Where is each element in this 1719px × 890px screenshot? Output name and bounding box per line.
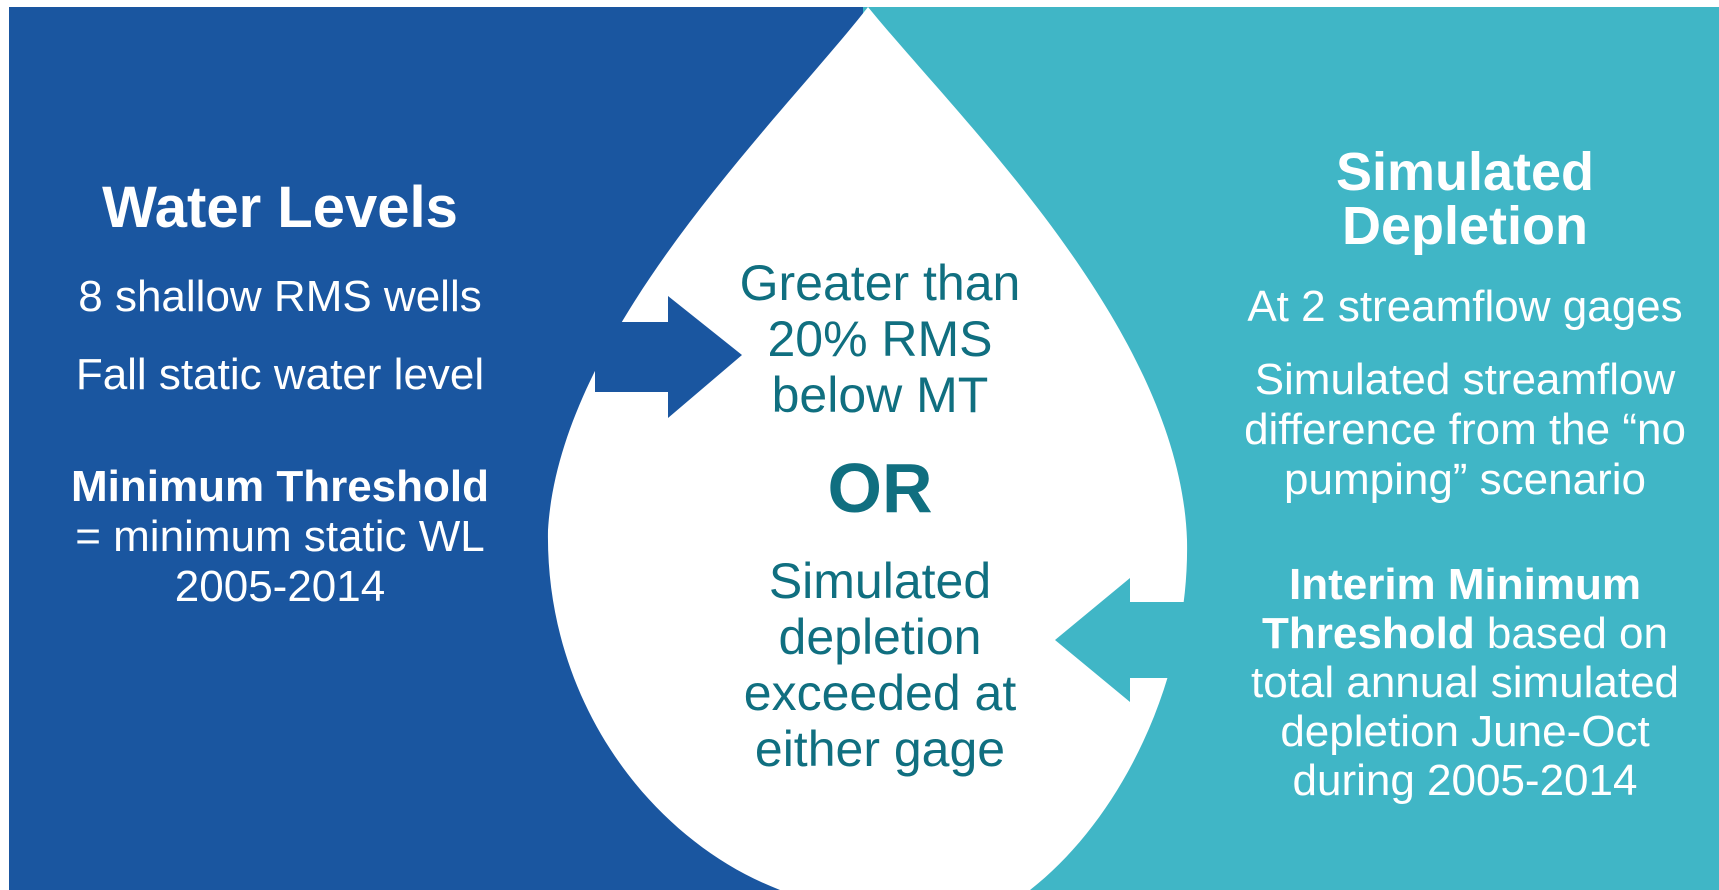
- streamflow-gages-text: At 2 streamflow gages: [1247, 282, 1683, 331]
- water-levels-title: Water Levels: [102, 175, 458, 240]
- simulated-depletion-title: Simulated Depletion: [1215, 145, 1715, 253]
- based-on-text: based on: [1474, 609, 1668, 658]
- condition-line: depletion: [778, 609, 982, 665]
- greater-than-condition: Greater than 20% RMS below MT: [680, 255, 1080, 423]
- condition-line: either gage: [754, 721, 1006, 777]
- text-line: pumping” scenario: [1284, 455, 1646, 504]
- text-line: difference from the “no: [1244, 405, 1686, 454]
- text-line: depletion June-Oct: [1280, 707, 1650, 756]
- interim-threshold-line: Threshold based on: [1215, 609, 1715, 658]
- text-line: total annual simulated: [1250, 658, 1680, 707]
- water-drop-shape: [547, 7, 1188, 890]
- title-line: Depletion: [1341, 196, 1588, 256]
- minimum-threshold-years: 2005-2014: [174, 562, 386, 611]
- condition-line: Simulated: [768, 553, 992, 609]
- shallow-wells-text: 8 shallow RMS wells: [78, 272, 482, 321]
- minimum-threshold-value: = minimum static WL: [75, 512, 485, 561]
- interim-threshold-block: Interim Minimum Threshold based on total…: [1215, 560, 1715, 805]
- text-line: Simulated streamflow: [1254, 355, 1676, 404]
- condition-line: Greater than: [739, 255, 1021, 311]
- threshold-word: Threshold: [1262, 609, 1475, 658]
- arrow-left-icon: [1055, 578, 1185, 702]
- title-line: Simulated: [1335, 142, 1595, 202]
- streamflow-difference-text: Simulated streamflow difference from the…: [1215, 355, 1715, 505]
- or-label: OR: [827, 449, 933, 527]
- arrow-right-icon: [595, 296, 742, 418]
- fall-static-level-text: Fall static water level: [75, 350, 485, 399]
- condition-line: below MT: [771, 367, 989, 423]
- minimum-threshold-block: Minimum Threshold = minimum static WL 20…: [30, 462, 530, 612]
- text-line: during 2005-2014: [1292, 756, 1638, 805]
- minimum-threshold-label: Minimum Threshold: [71, 462, 489, 511]
- condition-line: 20% RMS: [767, 311, 993, 367]
- condition-line: exceeded at: [743, 665, 1017, 721]
- depletion-condition: Simulated depletion exceeded at either g…: [680, 553, 1080, 777]
- interim-threshold-label: Interim Minimum: [1288, 560, 1642, 609]
